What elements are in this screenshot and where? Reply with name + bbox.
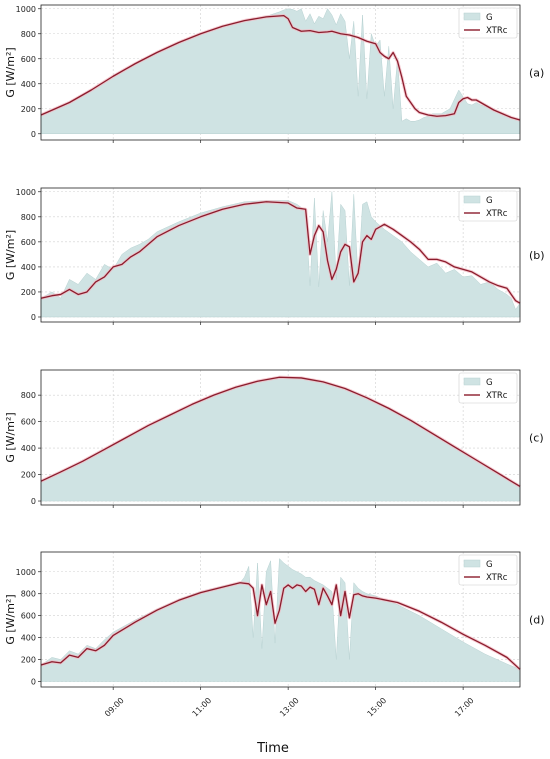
legend-swatch-g [463, 195, 481, 204]
series-area-g [40, 558, 521, 682]
y-tick-label: 400 [21, 263, 36, 272]
y-tick-label: 200 [21, 288, 36, 297]
y-tick-label: 600 [21, 418, 36, 427]
y-tick-label: 0 [31, 497, 36, 506]
y-tick-label: 600 [21, 612, 36, 621]
legend-label-g: G [486, 378, 493, 388]
y-tick-label: 200 [21, 471, 36, 480]
plot-frame [40, 551, 521, 688]
y-tick-label: 800 [21, 391, 36, 400]
panel-b: 0 200 400 600 800 1000 G [W/m²] (b) G XTRc [4, 187, 545, 325]
panel-d: 0 200 400 600 800 1000 09:00 11:00 13:00 15:00 17:… [4, 551, 545, 719]
y-tick-label: 400 [21, 80, 36, 89]
plot-frame [40, 369, 521, 506]
y-axis-label: G [W/m²] [4, 594, 17, 644]
y-tick-label: 0 [31, 130, 36, 139]
legend-label-g: G [486, 560, 493, 570]
panel-label: (d) [529, 614, 545, 627]
series-area-g [40, 377, 521, 502]
x-tick-label: 11:00 [191, 696, 214, 719]
series-area-g [40, 191, 521, 318]
panel-a: 0 200 400 600 800 1000 G [W/m²] (a) G XTRc [4, 4, 544, 143]
legend-label-xtrc: XTRc [486, 209, 508, 219]
y-tick-label: 200 [21, 656, 36, 665]
x-tick-label: 13:00 [278, 696, 301, 719]
plot-frame [40, 4, 521, 141]
panel-label: (c) [529, 432, 544, 445]
y-tick-label: 600 [21, 55, 36, 64]
y-tick-label: 200 [21, 105, 36, 114]
series-line-xtrc [40, 376, 521, 488]
y-axis-label: G [W/m²] [4, 47, 17, 97]
y-tick-label: 1000 [16, 568, 36, 577]
x-tick-label: 17:00 [453, 696, 476, 719]
panel-label: (b) [529, 249, 545, 262]
y-tick-label: 1000 [16, 188, 36, 197]
y-tick-label: 0 [31, 678, 36, 687]
y-axis-label: G [W/m²] [4, 230, 17, 280]
y-tick-label: 1000 [16, 5, 36, 14]
legend-swatch-g [463, 377, 481, 386]
legend-label-xtrc: XTRc [486, 26, 508, 36]
legend-swatch-g [463, 559, 481, 568]
legend-swatch-g [463, 12, 481, 21]
x-tick-label: 09:00 [103, 696, 126, 719]
y-axis-label: G [W/m²] [4, 412, 17, 462]
panel-c: 0 200 400 600 800 G [W/m²] (c) G XTRc [4, 369, 544, 508]
series-line-xtrc [40, 14, 521, 121]
y-tick-label: 800 [21, 30, 36, 39]
legend-label-g: G [486, 196, 493, 206]
series-line-xtrc [40, 201, 521, 304]
x-tick-label: 15:00 [366, 696, 389, 719]
y-tick-label: 800 [21, 213, 36, 222]
panel-label: (a) [529, 67, 544, 80]
y-tick-label: 0 [31, 313, 36, 322]
plot-frame [40, 187, 521, 323]
legend-label-xtrc: XTRc [486, 573, 508, 583]
legend-label-g: G [486, 13, 493, 23]
series-line-xtrc [40, 582, 521, 670]
x-axis-label: Time [256, 741, 289, 756]
y-tick-label: 400 [21, 444, 36, 453]
y-tick-label: 600 [21, 238, 36, 247]
y-tick-label: 800 [21, 590, 36, 599]
y-tick-label: 400 [21, 634, 36, 643]
legend-label-xtrc: XTRc [486, 391, 508, 401]
